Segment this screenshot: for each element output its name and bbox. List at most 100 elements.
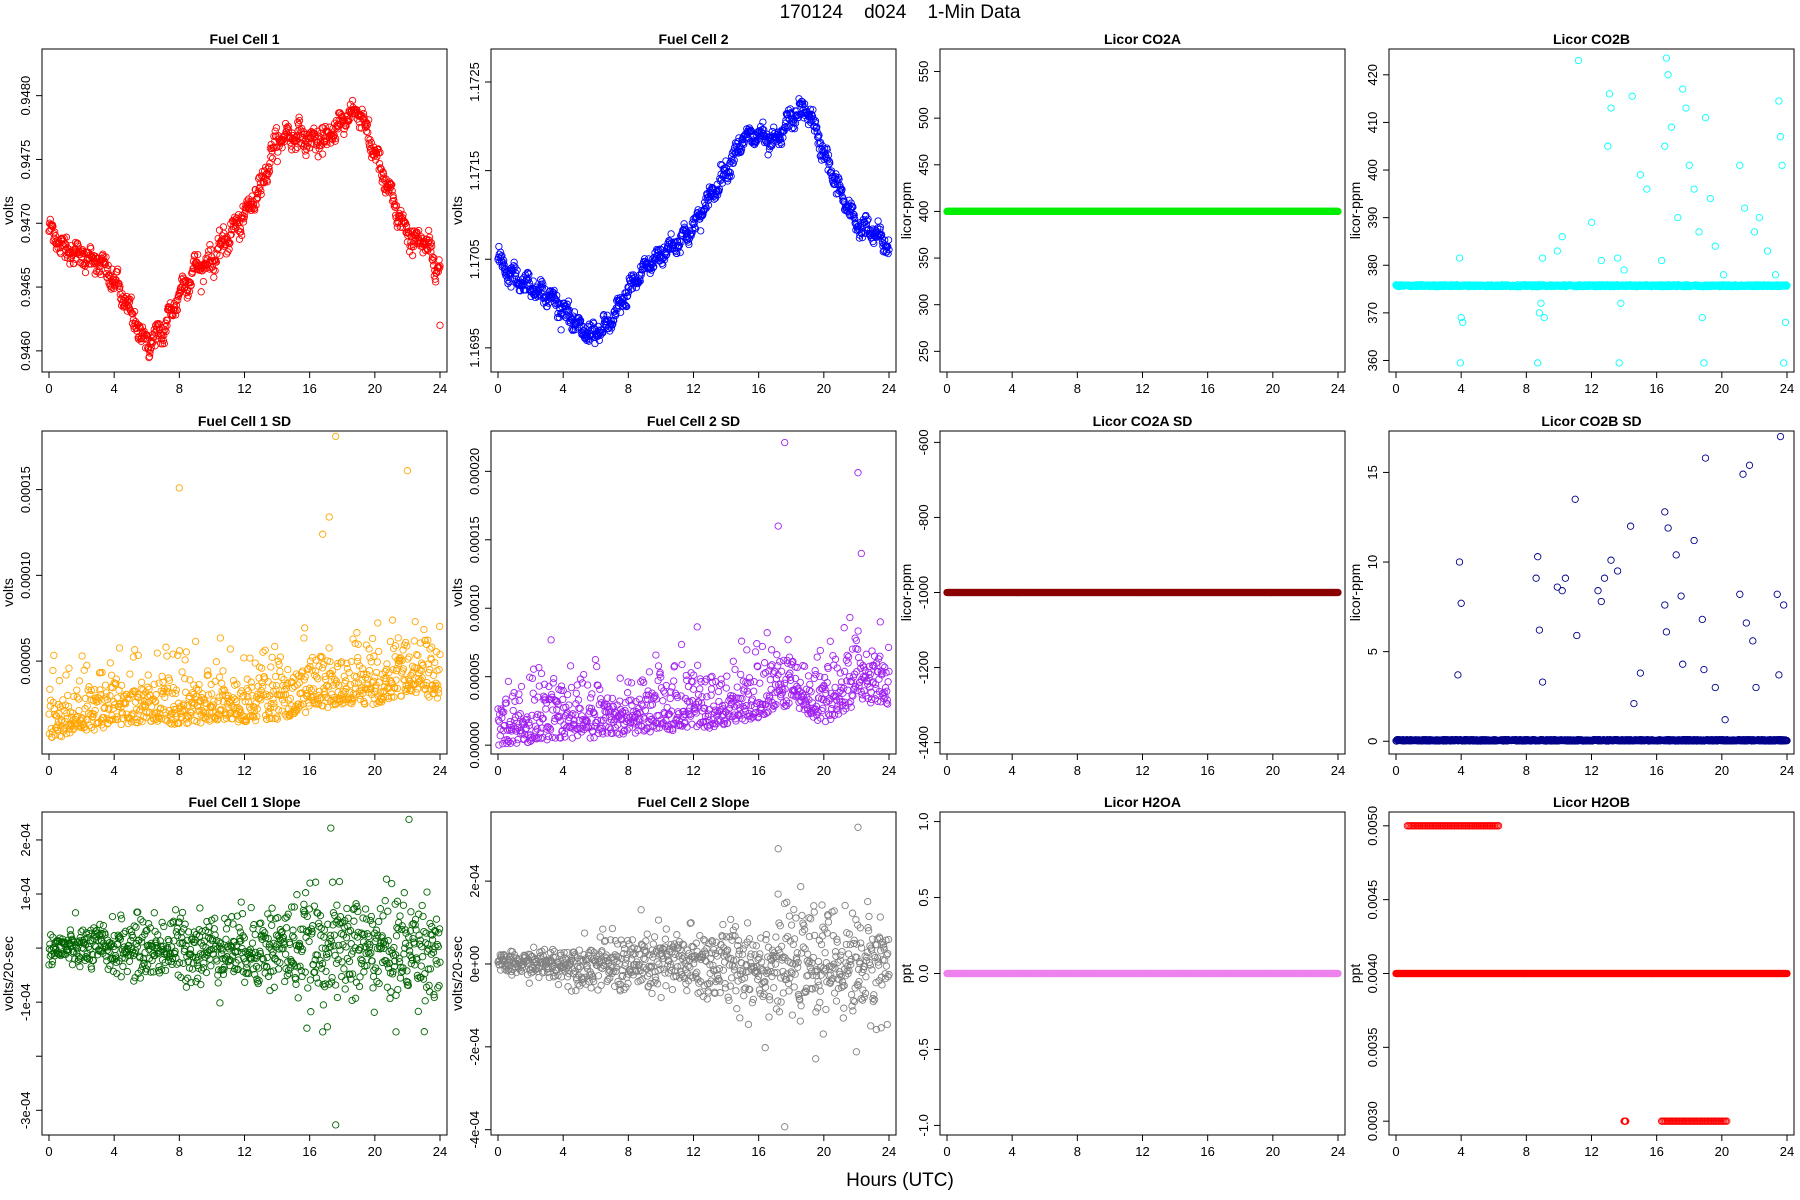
data-point bbox=[566, 662, 575, 670]
outlier-point bbox=[1456, 359, 1465, 367]
data-point bbox=[515, 696, 523, 705]
data-point bbox=[274, 148, 282, 156]
data-point bbox=[51, 228, 59, 236]
data-point bbox=[394, 634, 402, 642]
outlier-point bbox=[1674, 213, 1682, 222]
data-point bbox=[517, 682, 526, 691]
y-tick-label: 0.00010 bbox=[467, 585, 482, 632]
data-point bbox=[101, 260, 110, 269]
data-point bbox=[161, 323, 169, 331]
data-point bbox=[576, 675, 585, 683]
page-title: 170124 d024 1-Min Data bbox=[779, 2, 1021, 23]
data-point bbox=[309, 685, 318, 693]
data-point bbox=[572, 689, 580, 697]
data-point bbox=[411, 617, 419, 626]
outlier-point bbox=[1781, 318, 1790, 327]
data-point bbox=[226, 239, 234, 247]
y-tick-label: 0.9465 bbox=[18, 267, 33, 307]
outlier-point bbox=[319, 530, 327, 538]
x-tick-label: 24 bbox=[1780, 381, 1794, 396]
data-point bbox=[160, 331, 168, 339]
data-point bbox=[50, 229, 58, 238]
data-point bbox=[81, 268, 90, 277]
data-point bbox=[240, 654, 248, 662]
data-point bbox=[137, 678, 146, 686]
x-tick-label: 20 bbox=[817, 763, 831, 778]
outlier-point bbox=[1763, 247, 1772, 255]
data-point bbox=[129, 310, 137, 318]
outlier-point bbox=[1661, 142, 1669, 150]
data-point bbox=[66, 260, 74, 268]
outlier-point bbox=[1540, 313, 1548, 322]
outlier-point bbox=[1780, 359, 1788, 367]
data-point bbox=[174, 296, 182, 304]
data-point bbox=[127, 293, 135, 301]
y-tick-label: 1.1725 bbox=[467, 62, 482, 102]
data-point bbox=[302, 145, 311, 153]
data-point bbox=[373, 658, 382, 666]
data-point bbox=[199, 277, 208, 286]
x-tick-label: 4 bbox=[560, 381, 567, 396]
data-point bbox=[56, 244, 64, 252]
outlier-point bbox=[325, 513, 333, 521]
data-point bbox=[323, 140, 331, 149]
data-point bbox=[115, 279, 123, 288]
outlier-point bbox=[1664, 71, 1672, 79]
data-point bbox=[181, 688, 190, 696]
outlier-point bbox=[1667, 123, 1675, 131]
data-point bbox=[359, 109, 368, 118]
data-point bbox=[158, 332, 166, 340]
y-tick-label: 0.9470 bbox=[18, 203, 33, 243]
x-tick-label: 24 bbox=[882, 763, 896, 778]
x-tick-label: 8 bbox=[1074, 381, 1081, 396]
data-point bbox=[75, 677, 84, 685]
outlier-point bbox=[436, 321, 444, 329]
data-point bbox=[358, 105, 366, 113]
data-point bbox=[239, 218, 248, 226]
data-point bbox=[253, 195, 261, 203]
data-point bbox=[219, 223, 228, 231]
outlier-point bbox=[1711, 242, 1719, 250]
data-point bbox=[563, 690, 572, 699]
panel-title: Licor CO2A bbox=[1104, 31, 1181, 47]
data-point bbox=[251, 659, 259, 667]
data-point bbox=[353, 629, 361, 637]
data-point bbox=[425, 226, 433, 235]
data-point bbox=[159, 336, 168, 345]
data-point bbox=[263, 178, 271, 186]
data-point bbox=[115, 644, 124, 652]
x-tick-label: 12 bbox=[237, 763, 251, 778]
data-point bbox=[267, 663, 275, 671]
y-axis-label: volts bbox=[0, 196, 16, 225]
data-point bbox=[78, 652, 86, 660]
outlier-point bbox=[1587, 218, 1596, 227]
data-point bbox=[146, 349, 154, 357]
data-points bbox=[494, 95, 893, 348]
data-point bbox=[106, 659, 114, 667]
data-point bbox=[126, 670, 134, 678]
outlier-point bbox=[1615, 359, 1623, 367]
data-point bbox=[550, 674, 558, 683]
outlier-point bbox=[332, 432, 340, 441]
data-point bbox=[273, 157, 281, 166]
outlier-point bbox=[1607, 104, 1615, 112]
data-point bbox=[236, 225, 245, 233]
data-points bbox=[943, 207, 1342, 216]
data-point bbox=[258, 683, 267, 691]
outlier-point bbox=[1662, 54, 1671, 62]
data-point bbox=[410, 637, 418, 645]
data-point bbox=[181, 656, 189, 664]
data-point bbox=[241, 209, 249, 218]
x-tick-label: 24 bbox=[433, 763, 447, 778]
data-point bbox=[504, 677, 513, 686]
x-tick-label: 0 bbox=[1392, 381, 1399, 396]
data-point bbox=[144, 671, 152, 679]
outlier-point bbox=[1682, 104, 1690, 112]
data-point bbox=[509, 706, 517, 715]
y-tick-label: 0.9475 bbox=[18, 140, 33, 180]
data-point bbox=[114, 265, 122, 273]
